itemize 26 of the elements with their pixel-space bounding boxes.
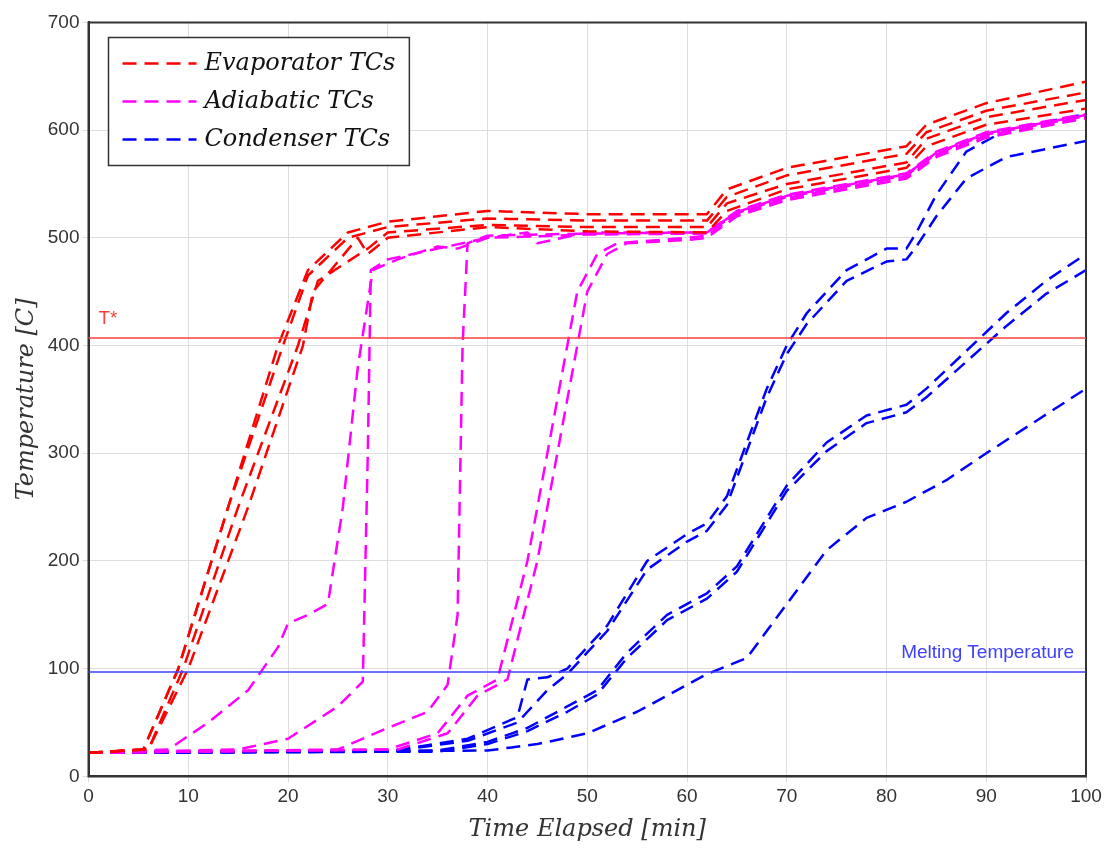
- y-tick-label: 100: [47, 656, 80, 678]
- x-tick-label: 30: [377, 785, 399, 807]
- x-tick-label: 90: [975, 785, 997, 807]
- y-tick-label: 700: [47, 10, 80, 32]
- x-tick-label: 50: [576, 785, 598, 807]
- y-tick-label: 200: [47, 549, 80, 571]
- x-tick-label: 40: [476, 785, 499, 807]
- x-tick-label: 100: [1070, 785, 1102, 807]
- y-tick-label: 500: [47, 226, 80, 248]
- legend-label: Condenser TCs: [204, 123, 391, 152]
- x-axis-title: Time Elapsed [min]: [468, 813, 707, 842]
- legend-label: Evaporator TCs: [203, 47, 396, 76]
- x-tick-label: 0: [83, 785, 94, 807]
- y-tick-label: 0: [68, 764, 80, 786]
- x-tick-label: 80: [875, 785, 898, 807]
- x-tick-label: 10: [177, 785, 199, 807]
- y-tick-label: 600: [47, 118, 80, 140]
- ref-line-label: Melting Temperature: [901, 640, 1074, 662]
- y-tick-label: 400: [47, 333, 80, 355]
- y-axis-title: Temperature [C]: [10, 297, 39, 501]
- x-tick-label: 70: [776, 785, 798, 807]
- x-tick-label: 20: [277, 785, 299, 807]
- legend-label: Adiabatic TCs: [202, 85, 374, 114]
- ref-line-label: T*: [98, 306, 119, 328]
- y-tick-label: 300: [47, 441, 80, 463]
- x-tick-label: 60: [676, 785, 698, 807]
